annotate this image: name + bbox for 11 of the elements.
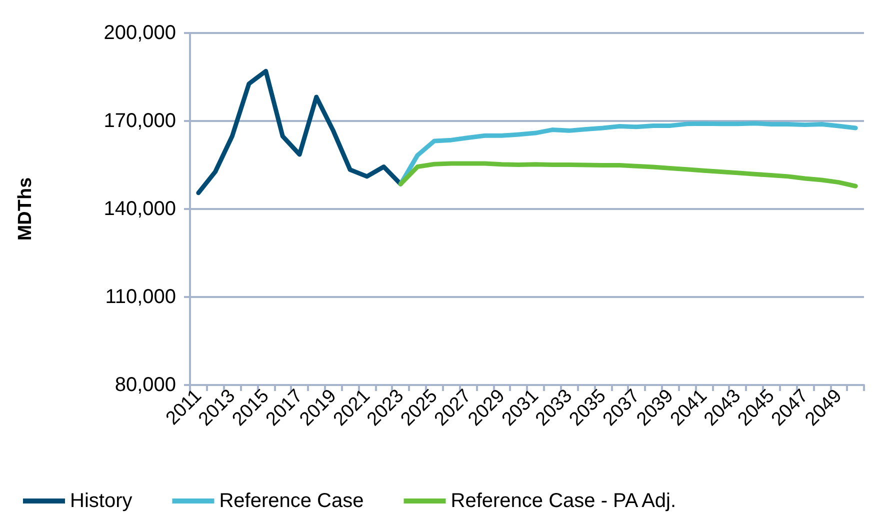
legend-label: Reference Case - PA Adj. — [450, 490, 676, 512]
legend-label: Reference Case — [219, 490, 364, 512]
y-tick-label: 170,000 — [104, 110, 176, 132]
y-tick-label: 140,000 — [104, 198, 176, 220]
y-axis-title: MDThs — [15, 177, 36, 241]
y-tick-label: 110,000 — [105, 286, 176, 308]
line-series — [398, 121, 858, 186]
y-tick-label: 200,000 — [104, 22, 176, 44]
line-series — [398, 161, 858, 188]
line-series — [196, 68, 403, 196]
legend-label: History — [70, 490, 132, 512]
